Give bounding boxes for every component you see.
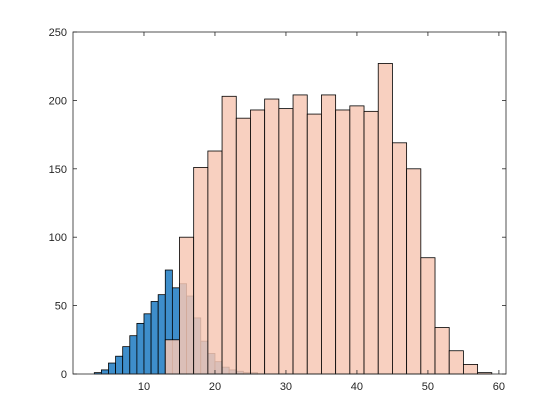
axes-box — [72, 31, 507, 375]
bar-series2-1 — [179, 236, 195, 375]
y-tick-label: 0 — [61, 369, 67, 381]
bar-series2-2 — [193, 167, 209, 375]
bar-series2-8 — [278, 108, 294, 375]
bar-series2-14 — [363, 110, 379, 375]
x-tick-label: 40 — [351, 381, 363, 393]
bar-series2-4 — [221, 95, 237, 375]
series-2 — [164, 63, 493, 375]
bar-series2-21 — [463, 364, 479, 375]
bar-series2-3 — [207, 150, 223, 375]
bar-series1-2 — [108, 362, 116, 375]
bar-series1-6 — [136, 322, 145, 375]
x-tick-label: 10 — [138, 381, 150, 393]
bar-series1-3 — [115, 355, 124, 375]
y-tick-label: 150 — [49, 164, 67, 176]
y-tick-label: 50 — [55, 301, 67, 313]
bar-series1-9 — [157, 294, 166, 375]
bars-layer — [93, 63, 493, 375]
bar-series2-12 — [335, 109, 351, 375]
y-tick-label: 100 — [49, 232, 67, 244]
bar-series2-7 — [264, 98, 280, 375]
axes-layer: 10 20 30 40 50 60 0 50 100 150 200 250 — [49, 27, 507, 393]
x-tick-label: 60 — [493, 381, 505, 393]
bar-series1-5 — [129, 335, 138, 375]
bar-series2-15 — [377, 63, 393, 375]
bar-series2-17 — [406, 168, 422, 375]
y-tick-label: 250 — [49, 27, 67, 39]
x-tick-label: 30 — [280, 381, 292, 393]
bar-series2-11 — [321, 94, 337, 375]
bar-series1-1 — [100, 369, 109, 375]
bar-series2-20 — [448, 350, 464, 375]
bar-series2-13 — [349, 105, 365, 375]
x-tick-label: 50 — [422, 381, 434, 393]
bar-series1-7 — [143, 313, 152, 375]
bar-series1-8 — [150, 301, 159, 375]
bar-series2-19 — [434, 327, 450, 375]
bar-series2-5 — [235, 117, 251, 375]
bar-series1-4 — [122, 346, 131, 375]
bar-series2-9 — [292, 94, 308, 375]
x-tick-label: 20 — [209, 381, 221, 393]
bar-series2-18 — [420, 257, 436, 375]
y-tick-label: 200 — [49, 95, 67, 107]
bar-series2-10 — [306, 113, 322, 375]
bar-series2-6 — [250, 109, 266, 375]
bar-series2-0 — [164, 339, 180, 375]
bar-series2-16 — [392, 142, 408, 375]
